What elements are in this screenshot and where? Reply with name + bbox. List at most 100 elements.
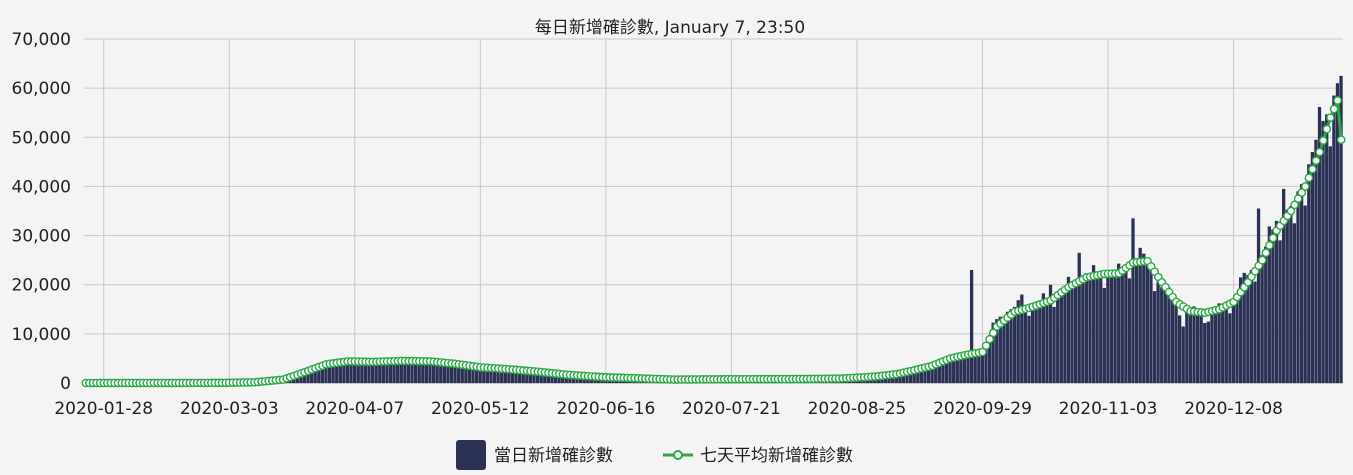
bar[interactable]: [966, 351, 970, 383]
bar[interactable]: [944, 357, 949, 383]
bar[interactable]: [1009, 309, 1013, 383]
bar[interactable]: [952, 359, 956, 383]
bar[interactable]: [1052, 306, 1056, 383]
bar[interactable]: [1285, 209, 1289, 383]
bar[interactable]: [1073, 280, 1078, 383]
bar[interactable]: [317, 365, 321, 383]
bar[interactable]: [1081, 276, 1085, 383]
bar[interactable]: [1192, 306, 1196, 383]
bar[interactable]: [1228, 313, 1232, 383]
bar[interactable]: [381, 361, 385, 383]
bar[interactable]: [518, 370, 522, 383]
bar[interactable]: [919, 368, 924, 383]
bar[interactable]: [937, 360, 941, 383]
bar[interactable]: [1178, 315, 1182, 383]
bar[interactable]: [1167, 287, 1171, 383]
bar[interactable]: [467, 365, 472, 383]
bar[interactable]: [1328, 146, 1332, 383]
bar[interactable]: [1231, 299, 1236, 383]
bar[interactable]: [410, 360, 414, 383]
line-point[interactable]: [1333, 96, 1342, 105]
bar[interactable]: [478, 367, 482, 383]
bar[interactable]: [1249, 269, 1254, 383]
bar[interactable]: [453, 363, 457, 383]
line-point[interactable]: [1301, 182, 1310, 191]
bar[interactable]: [496, 368, 500, 384]
bar[interactable]: [543, 372, 547, 383]
bar[interactable]: [464, 365, 468, 383]
bar[interactable]: [1278, 240, 1282, 383]
bar[interactable]: [1224, 304, 1228, 383]
bar[interactable]: [1027, 315, 1031, 383]
bar[interactable]: [1242, 272, 1246, 383]
bar[interactable]: [1134, 259, 1139, 383]
bar[interactable]: [342, 361, 346, 383]
bar[interactable]: [1307, 164, 1311, 383]
bar[interactable]: [1109, 272, 1114, 383]
bar[interactable]: [431, 361, 436, 383]
bar[interactable]: [474, 366, 479, 383]
bar[interactable]: [1077, 252, 1081, 383]
bar[interactable]: [905, 372, 909, 383]
bar[interactable]: [1099, 272, 1103, 383]
bar[interactable]: [1310, 152, 1315, 383]
line-point[interactable]: [1257, 255, 1267, 265]
bar[interactable]: [1332, 95, 1336, 383]
bar[interactable]: [1260, 255, 1264, 383]
bar[interactable]: [367, 361, 371, 383]
bar[interactable]: [955, 354, 959, 383]
bar[interactable]: [435, 361, 439, 383]
bar[interactable]: [941, 357, 945, 383]
legend-label-bar[interactable]: 當日新增確診數: [494, 446, 613, 466]
bar[interactable]: [1185, 309, 1189, 383]
line-point[interactable]: [1326, 113, 1335, 122]
bar[interactable]: [392, 360, 396, 383]
bar[interactable]: [535, 371, 540, 383]
bar[interactable]: [1142, 253, 1146, 383]
line-point[interactable]: [1297, 188, 1307, 197]
bar[interactable]: [1023, 305, 1028, 383]
bar[interactable]: [363, 361, 368, 383]
bar[interactable]: [335, 361, 339, 383]
bar[interactable]: [313, 367, 317, 383]
line-point[interactable]: [981, 341, 991, 350]
bar[interactable]: [1203, 322, 1207, 383]
bar[interactable]: [413, 360, 418, 383]
bar[interactable]: [1235, 293, 1239, 383]
bar[interactable]: [934, 362, 938, 383]
bar[interactable]: [299, 373, 303, 383]
bar[interactable]: [1335, 83, 1340, 383]
bar[interactable]: [561, 374, 565, 383]
bar[interactable]: [1091, 265, 1096, 383]
bar[interactable]: [1274, 220, 1279, 383]
bar[interactable]: [424, 360, 429, 383]
bar[interactable]: [980, 351, 985, 383]
line-point[interactable]: [1322, 124, 1332, 134]
bar[interactable]: [1217, 303, 1221, 383]
line-point[interactable]: [1290, 200, 1299, 210]
bar[interactable]: [331, 361, 335, 383]
bar[interactable]: [510, 369, 515, 383]
bar[interactable]: [1253, 281, 1257, 383]
bar[interactable]: [1206, 321, 1210, 383]
bar[interactable]: [1106, 272, 1110, 383]
bar[interactable]: [485, 367, 490, 383]
bar[interactable]: [1016, 300, 1020, 383]
line-point[interactable]: [1286, 206, 1296, 216]
bar[interactable]: [1013, 306, 1017, 383]
bar[interactable]: [295, 375, 299, 383]
bar[interactable]: [1152, 291, 1157, 383]
line-point[interactable]: [1336, 135, 1346, 145]
bar[interactable]: [1084, 274, 1089, 383]
bar[interactable]: [360, 361, 364, 383]
line-point[interactable]: [1304, 173, 1314, 183]
bar[interactable]: [403, 360, 407, 383]
bar[interactable]: [1056, 292, 1060, 383]
line-point[interactable]: [1293, 194, 1303, 204]
bar[interactable]: [378, 361, 382, 384]
bar[interactable]: [1095, 273, 1099, 383]
bar[interactable]: [1020, 294, 1024, 383]
bar[interactable]: [1321, 120, 1325, 384]
bar[interactable]: [991, 322, 995, 383]
bar[interactable]: [1170, 298, 1175, 383]
